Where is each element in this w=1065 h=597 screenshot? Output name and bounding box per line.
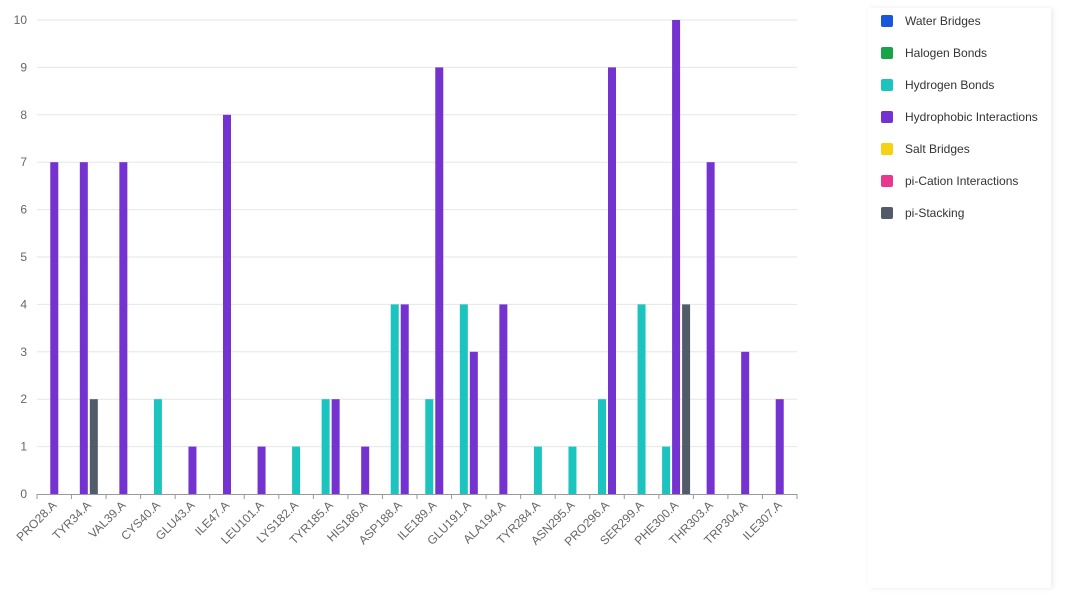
- y-tick-label: 6: [20, 203, 27, 217]
- bar[interactable]: [608, 67, 616, 495]
- legend-swatch: [881, 15, 893, 27]
- y-tick-label: 9: [20, 60, 27, 74]
- y-tick-label: 0: [20, 487, 27, 501]
- y-tick-label: 7: [20, 155, 27, 169]
- bar[interactable]: [682, 304, 691, 494]
- legend-item[interactable]: Hydrophobic Interactions: [881, 110, 1038, 124]
- bar[interactable]: [741, 351, 750, 494]
- legend-item[interactable]: Water Bridges: [881, 14, 981, 28]
- bar[interactable]: [637, 304, 646, 494]
- legend-swatch: [881, 111, 893, 123]
- bar[interactable]: [257, 446, 266, 494]
- bar[interactable]: [188, 446, 197, 494]
- bar[interactable]: [425, 399, 434, 494]
- bar[interactable]: [390, 304, 399, 494]
- bar-chart: 0 1 2 3 4 5 6 7 8 9 10 PRO28.ATYR34.AVAL39.ACYS40.…: [14, 13, 798, 549]
- legend-item[interactable]: Hydrogen Bonds: [881, 78, 994, 92]
- bar[interactable]: [459, 304, 468, 494]
- bar[interactable]: [499, 304, 508, 494]
- legend-label: Salt Bridges: [905, 142, 970, 156]
- grid-lines: [37, 19, 797, 448]
- y-tick-label: 4: [20, 297, 27, 311]
- y-tick-label: 2: [20, 392, 27, 406]
- legend-swatch: [881, 47, 893, 59]
- bar[interactable]: [321, 399, 330, 494]
- legend-label: Water Bridges: [905, 14, 981, 28]
- legend-label: Halogen Bonds: [905, 46, 988, 60]
- bar[interactable]: [533, 446, 542, 494]
- bar[interactable]: [568, 446, 577, 494]
- legend-item[interactable]: Salt Bridges: [881, 142, 970, 156]
- bar[interactable]: [89, 399, 98, 494]
- bar[interactable]: [153, 399, 162, 494]
- bar[interactable]: [50, 162, 59, 494]
- bar[interactable]: [598, 399, 606, 494]
- legend-item[interactable]: pi-Cation Interactions: [881, 174, 1018, 188]
- legend-panel: Water Bridges Halogen Bonds Hydrogen Bonds…: [868, 8, 1051, 588]
- bar[interactable]: [775, 399, 784, 494]
- y-tick-label: 8: [20, 108, 27, 122]
- legend-label: pi-Cation Interactions: [905, 174, 1019, 188]
- bar[interactable]: [662, 446, 671, 494]
- legend-swatch: [881, 175, 893, 187]
- bars: [50, 20, 784, 495]
- legend-swatch: [881, 79, 893, 91]
- legend-item[interactable]: pi-Stacking: [881, 206, 964, 220]
- bar[interactable]: [292, 446, 301, 494]
- y-tick-label: 10: [14, 13, 28, 27]
- legend-swatch: [881, 143, 893, 155]
- x-tick-label: PRO28.A: [14, 498, 60, 544]
- bar[interactable]: [469, 351, 478, 494]
- legend-label: Hydrophobic Interactions: [905, 110, 1038, 124]
- axes: [36, 494, 798, 499]
- bar[interactable]: [435, 67, 444, 495]
- legend-label: pi-Stacking: [905, 206, 965, 220]
- bar[interactable]: [223, 114, 231, 495]
- bar[interactable]: [331, 399, 340, 494]
- x-tick-label: TYR34.A: [50, 498, 94, 542]
- legend-label: Hydrogen Bonds: [905, 78, 995, 92]
- bar[interactable]: [79, 162, 88, 494]
- y-tick-label: 5: [20, 250, 27, 264]
- bar[interactable]: [361, 446, 370, 494]
- legend-item[interactable]: Halogen Bonds: [881, 46, 987, 60]
- bar[interactable]: [672, 20, 681, 494]
- y-tick-label: 3: [20, 345, 27, 359]
- bar[interactable]: [400, 304, 409, 494]
- legend-swatch: [881, 207, 893, 219]
- bar[interactable]: [119, 162, 128, 494]
- bar[interactable]: [706, 162, 715, 494]
- y-tick-labels: 0 1 2 3 4 5 6 7 8 9 10: [14, 13, 28, 501]
- y-tick-label: 1: [20, 440, 27, 454]
- x-tick-labels: PRO28.ATYR34.AVAL39.ACYS40.AGLU43.AILE47…: [14, 498, 785, 548]
